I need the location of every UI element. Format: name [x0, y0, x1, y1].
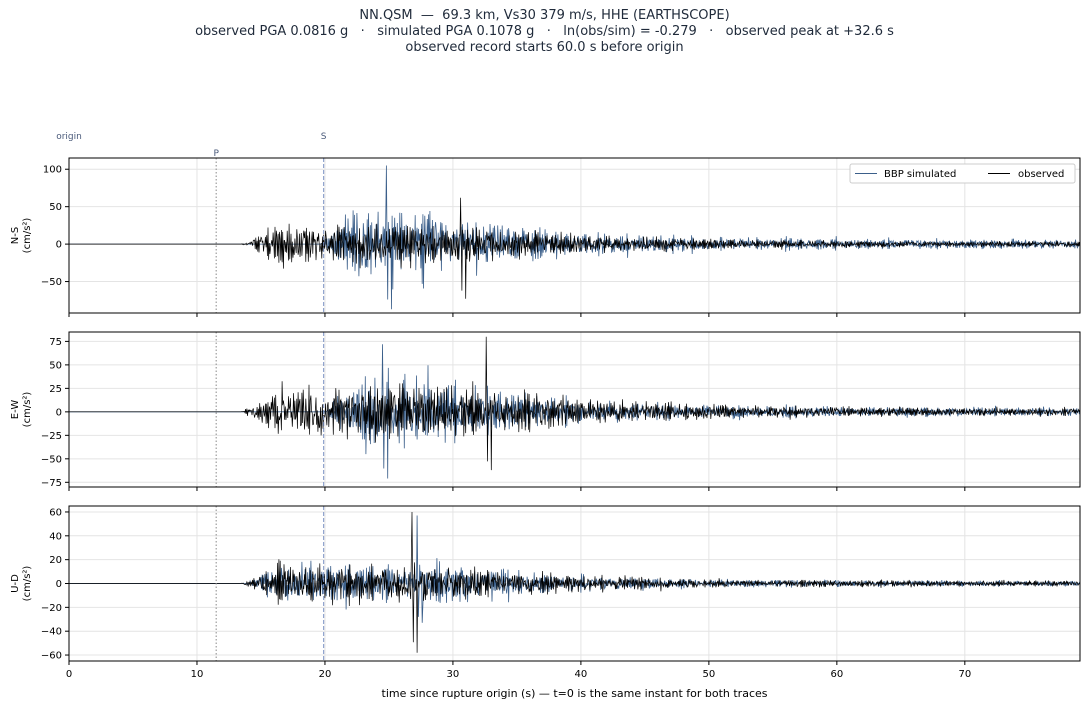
x-tick-label: 40 [575, 669, 588, 680]
y-tick-label: −40 [41, 627, 62, 638]
observed-trace [69, 511, 1081, 653]
y-axis-label: N-S [10, 227, 21, 244]
legend-observed-label: observed [1018, 169, 1064, 180]
y-axis-unit: (cm/s²) [22, 218, 33, 254]
y-tick-label: 60 [49, 507, 62, 518]
chart-title: NN.QSM — 69.3 km, Vs30 379 m/s, HHE (EAR… [0, 8, 1089, 56]
x-tick-label: 70 [958, 669, 971, 680]
legend-box [849, 163, 1076, 184]
y-tick-label: −50 [41, 277, 62, 288]
y-axis-unit: (cm/s²) [22, 392, 33, 428]
y-tick-label: 50 [49, 360, 62, 371]
y-tick-label: −50 [41, 454, 62, 465]
legend-simulated-label: BBP simulated [884, 169, 956, 180]
y-tick-label: −60 [41, 651, 62, 662]
y-tick-label: 0 [56, 240, 62, 251]
x-tick-label: 30 [447, 669, 460, 680]
y-tick-label: 0 [56, 407, 62, 418]
y-tick-label: 40 [49, 531, 62, 542]
y-tick-label: 20 [49, 555, 62, 566]
y-tick-label: 100 [43, 165, 62, 176]
p-marker-label: P [213, 149, 219, 159]
x-tick-label: 60 [830, 669, 843, 680]
panel-u-d: −60 −40 −20 0 20 40 60 0 10 20 30 40 50 60 70 U-D (cm/s²… [10, 505, 1081, 680]
x-axis-label: time since rupture origin (s) — t=0 is t… [382, 687, 768, 700]
observed-trace [69, 336, 1081, 471]
observed-trace [69, 197, 1081, 299]
title-line-2: observed PGA 0.0816 g · simulated PGA 0.… [195, 24, 894, 39]
y-tick-label: −75 [41, 478, 62, 489]
y-axis-unit: (cm/s²) [22, 566, 33, 602]
y-tick-label: −25 [41, 431, 62, 442]
panel-frame [68, 157, 1081, 314]
title-line-3: observed record starts 60.0 s before ori… [405, 40, 684, 55]
y-tick-label: 0 [56, 579, 62, 590]
title-line-1: NN.QSM — 69.3 km, Vs30 379 m/s, HHE (EAR… [359, 8, 730, 23]
y-tick-label: 50 [49, 202, 62, 213]
legend: BBP simulated observed [849, 163, 1076, 184]
panel-frame [68, 331, 1081, 488]
x-tick-label: 20 [319, 669, 332, 680]
y-tick-label: 25 [49, 384, 62, 395]
y-axis-label: E-W [10, 400, 21, 420]
simulated-trace [69, 515, 1081, 623]
s-marker-label: S [321, 132, 327, 142]
panel-e-w: −75 −50 −25 0 25 50 75 E-W (cm/s²) [10, 331, 1081, 491]
y-axis-label: U-D [10, 574, 21, 593]
y-tick-label: −20 [41, 603, 62, 614]
y-tick-label: 75 [49, 337, 62, 348]
x-tick-label: 10 [191, 669, 204, 680]
x-tick-label: 50 [703, 669, 716, 680]
origin-marker-label: origin [56, 132, 82, 142]
x-tick-label: 0 [66, 669, 72, 680]
